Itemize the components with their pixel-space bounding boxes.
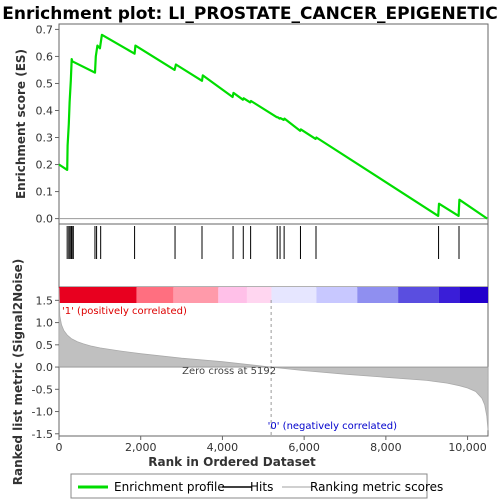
metric-y-tick-label: -1.5 <box>32 428 53 441</box>
heatmap-segment <box>459 287 488 303</box>
x-tick-label: 4,000 <box>207 441 239 454</box>
es-y-tick-label: 0.0 <box>36 213 54 226</box>
heatmap-segment <box>218 287 247 303</box>
ranking-metric-area <box>58 287 489 431</box>
x-tick-label: 8,000 <box>370 441 402 454</box>
positive-correlation-label: '1' (positively correlated) <box>62 306 187 317</box>
legend-box <box>70 473 428 499</box>
hits-panel-frame <box>58 223 489 288</box>
x-tick-label: 10,000 <box>448 441 487 454</box>
legend-label: Hits <box>250 480 273 494</box>
axes-layer: 0.0 0.1 0.2 0.3 0.4 0.5 0.6 0.7 -1.5 -1.0 -0.5 0.0 0… <box>32 23 487 454</box>
hits-layer <box>59 226 488 303</box>
heatmap-segment <box>357 287 399 303</box>
enrichment-profile-line <box>58 33 488 220</box>
negative-correlation-label: '0' (negatively correlated) <box>268 421 397 432</box>
metric-y-tick-label: 1.0 <box>36 317 54 330</box>
metric-y-tick-label: 0.0 <box>36 361 54 374</box>
metric-y-tick-label: -1.0 <box>32 406 53 419</box>
metric-y-tick-label: 0.5 <box>36 339 54 352</box>
heatmap-segment <box>246 287 272 303</box>
heatmap-segment <box>271 287 317 303</box>
legend-label: Ranking metric scores <box>310 480 443 494</box>
es-y-tick-label: 0.3 <box>36 132 54 145</box>
es-layer <box>58 33 488 220</box>
metric-layer: Zero cross at 5192 '1' (positively correl… <box>58 287 489 436</box>
heatmap-segment <box>398 287 439 303</box>
x-tick-label: 2,000 <box>125 441 157 454</box>
es-y-tick-label: 0.7 <box>36 23 54 36</box>
es-y-tick-label: 0.2 <box>36 159 54 172</box>
es-axis-title: Enrichment score (ES) <box>14 49 28 199</box>
x-tick-label: 6,000 <box>288 441 320 454</box>
metric-y-tick-label: 1.5 <box>36 294 54 307</box>
metric-axis-title: Ranked list metric (Signal2Noise) <box>11 259 25 486</box>
es-panel-frame <box>58 23 489 225</box>
es-y-tick-label: 0.4 <box>36 104 54 117</box>
legend: Enrichment profile Hits Ranking metric sco… <box>78 480 443 494</box>
heatmap-segment <box>438 287 460 303</box>
chart-title: Enrichment plot: LI_PROSTATE_CANCER_EPIG… <box>2 4 497 24</box>
es-y-tick-label: 0.1 <box>36 186 54 199</box>
es-y-tick-label: 0.6 <box>36 50 54 63</box>
heatmap-segment <box>59 287 137 303</box>
es-y-tick-label: 0.5 <box>36 77 54 90</box>
x-axis-title: Rank in Ordered Dataset <box>148 455 316 469</box>
heatmap-segment <box>316 287 358 303</box>
heatmap-segment <box>136 287 174 303</box>
zero-cross-label: Zero cross at 5192 <box>182 366 276 377</box>
metric-y-tick-label: -0.5 <box>32 383 53 396</box>
x-tick-label: 0 <box>56 441 63 454</box>
heatmap-segment <box>173 287 219 303</box>
legend-label: Enrichment profile <box>114 480 225 494</box>
